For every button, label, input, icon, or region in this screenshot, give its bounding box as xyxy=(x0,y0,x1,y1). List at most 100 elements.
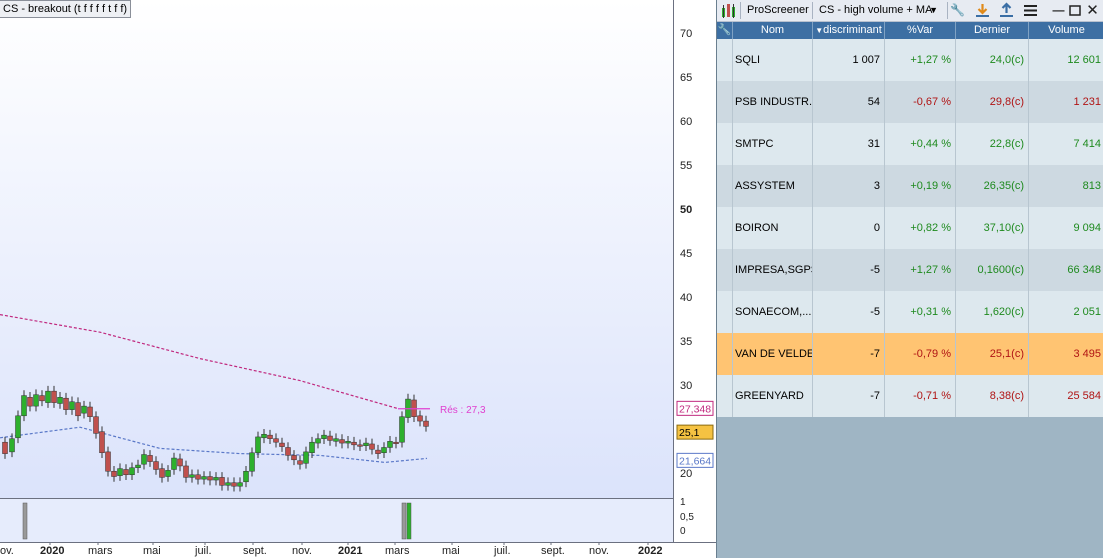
candle xyxy=(423,415,429,432)
candle xyxy=(309,436,315,459)
candle xyxy=(231,477,237,492)
candle xyxy=(387,436,393,453)
x-tick-label: mars xyxy=(385,545,410,557)
last-price-label-box xyxy=(676,424,714,440)
x-tick-label: ov. xyxy=(0,545,14,557)
candle xyxy=(129,462,135,481)
candle xyxy=(273,433,279,448)
screen-select-value: CS - high volume + MA xyxy=(819,4,933,16)
candle xyxy=(255,431,261,459)
x-tick-label: mai xyxy=(143,545,161,557)
ma-short-line xyxy=(0,426,428,464)
discriminant-value: 31 xyxy=(813,123,885,165)
table-row[interactable]: ASSYSTEM 3 +0,19 % 26,35(c) 813 xyxy=(717,165,1103,207)
var-value: +1,27 % xyxy=(885,39,956,81)
candle xyxy=(177,453,183,472)
table-row[interactable]: SQLI 1 007 +1,27 % 24,0(c) 12 601 xyxy=(717,39,1103,81)
stock-name: IMPRESA,SGPS xyxy=(733,249,813,291)
proscreener-button[interactable]: ProScreener xyxy=(747,4,809,16)
candle xyxy=(219,472,225,491)
candle xyxy=(39,390,45,407)
col-header-last[interactable]: Dernier xyxy=(956,22,1029,39)
stock-name: BOIRON xyxy=(733,207,813,249)
chart-panel[interactable]: 706560555045403530252010,50 Rés : 27,3 o… xyxy=(0,0,716,558)
col-header-var[interactable]: %Var xyxy=(885,22,956,39)
candle xyxy=(327,430,333,446)
x-tick-label: juil. xyxy=(493,545,511,557)
candle xyxy=(321,429,327,444)
col-header-name[interactable]: Nom xyxy=(733,22,813,39)
candle xyxy=(357,439,363,451)
indicator-bar xyxy=(406,502,412,540)
candle xyxy=(375,444,381,459)
resistance-label: Rés : 27,3 xyxy=(440,405,486,416)
x-tick-label: sept. xyxy=(541,545,565,557)
last-price-value: 26,35(c) xyxy=(956,165,1029,207)
y-tick-label: 40 xyxy=(680,292,692,304)
stock-name: PSB INDUSTR... xyxy=(733,81,813,123)
volume-value: 66 348 xyxy=(1067,264,1101,276)
minimize-icon[interactable]: — xyxy=(1052,3,1065,17)
last-price-value: 29,8(c) xyxy=(956,81,1029,123)
candle xyxy=(381,442,387,459)
chevron-down-icon: ▼ xyxy=(929,5,938,15)
table-row[interactable]: PSB INDUSTR... 54 -0,67 % 29,8(c) 1 231 xyxy=(717,81,1103,123)
volume-value: 7 414 xyxy=(1073,138,1101,150)
last-price-value: 25,1(c) xyxy=(956,333,1029,375)
ma-long-price-label: 27,348 xyxy=(679,403,711,415)
candle xyxy=(15,410,21,444)
last-price-value: 37,10(c) xyxy=(956,207,1029,249)
table-row[interactable]: BOIRON 0 +0,82 % 37,10(c) 9 094 xyxy=(717,207,1103,249)
candle xyxy=(285,442,291,461)
chart-title[interactable]: CS - breakout (t f f f f t f f) xyxy=(0,0,132,18)
last-price-value: 24,0(c) xyxy=(956,39,1029,81)
y-tick-label: 65 xyxy=(680,72,692,84)
y-tick-label: 45 xyxy=(680,248,692,260)
indicator-tick-label: 0 xyxy=(680,526,686,537)
candle xyxy=(159,463,165,483)
stock-name: VAN DE VELDE xyxy=(733,333,813,375)
col-header-discriminant[interactable]: ▼discriminant xyxy=(813,22,885,39)
x-tick-label: nov. xyxy=(292,545,312,557)
candle xyxy=(171,452,177,475)
candle xyxy=(267,429,273,444)
table-row[interactable]: IMPRESA,SGPS -5 +1,27 % 0,1600(c) 66 348 xyxy=(717,249,1103,291)
chart-bars-icon xyxy=(722,4,735,18)
candle xyxy=(393,436,399,449)
var-value: -0,67 % xyxy=(885,81,956,123)
proscreener-panel: ProScreener CS - high volume + MA ▼ 🔧 — … xyxy=(716,0,1103,558)
indicator-tick-label: 1 xyxy=(680,497,686,508)
sort-desc-icon: ▼ xyxy=(815,26,824,35)
y-tick-label: 70 xyxy=(680,28,692,40)
close-icon[interactable]: ✕ xyxy=(1086,2,1099,19)
table-row[interactable]: SMTPC 31 +0,44 % 22,8(c) 7 414 xyxy=(717,123,1103,165)
candle xyxy=(333,433,339,447)
stock-name: SONAECOM,... xyxy=(733,291,813,333)
x-tick-label: nov. xyxy=(589,545,609,557)
candle xyxy=(315,433,321,449)
indicator-background xyxy=(0,499,673,542)
screen-select[interactable]: CS - high volume + MA ▼ xyxy=(815,2,941,19)
menu-icon[interactable] xyxy=(1022,2,1039,19)
candle xyxy=(261,429,267,444)
screener-toolbar: ProScreener CS - high volume + MA ▼ 🔧 — … xyxy=(717,0,1103,22)
table-row[interactable]: SONAECOM,... -5 +0,31 % 1,620(c) 2 051 xyxy=(717,291,1103,333)
candle xyxy=(165,465,171,482)
volume-value: 25 584 xyxy=(1067,390,1101,402)
candle xyxy=(81,400,87,419)
indicator-bar xyxy=(22,502,28,540)
wrench-icon[interactable]: 🔧 xyxy=(717,22,733,39)
table-row[interactable]: GREENYARD -7 -0,71 % 8,38(c) 25 584 xyxy=(717,375,1103,417)
wrench-icon[interactable]: 🔧 xyxy=(950,3,965,17)
upload-icon[interactable] xyxy=(998,2,1015,19)
x-tick-label: 2021 xyxy=(338,545,362,557)
candle xyxy=(147,450,153,467)
discriminant-value: 0 xyxy=(813,207,885,249)
maximize-icon[interactable] xyxy=(1067,2,1084,19)
table-row[interactable]: VAN DE VELDE -7 -0,79 % 25,1(c) 3 495 xyxy=(717,333,1103,375)
stock-name: SMTPC xyxy=(733,123,813,165)
screener-table-header: 🔧 Nom ▼discriminant %Var Dernier Volume xyxy=(717,22,1103,39)
price-chart[interactable]: 706560555045403530252010,50 Rés : 27,3 o… xyxy=(0,0,716,558)
download-icon[interactable] xyxy=(974,2,991,19)
col-header-volume[interactable]: Volume xyxy=(1048,24,1085,36)
